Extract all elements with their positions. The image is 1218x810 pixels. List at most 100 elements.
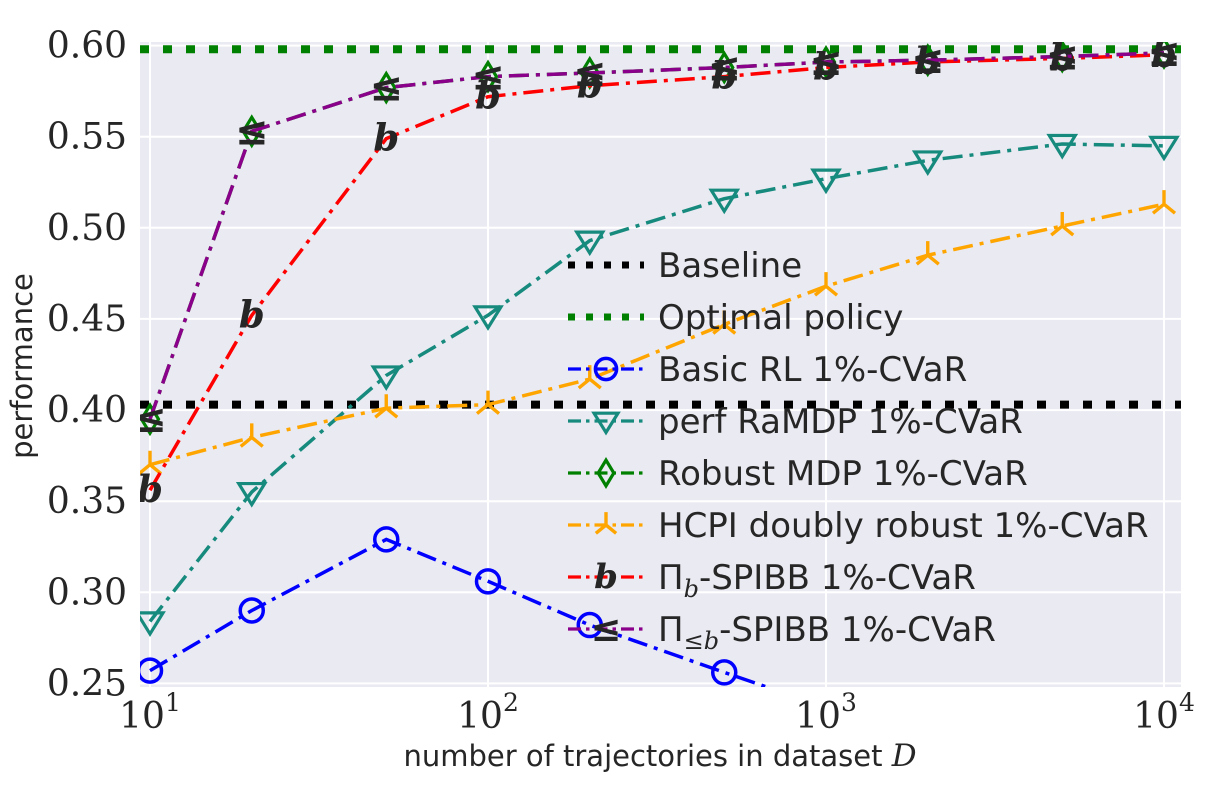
y-tick-label-0.55: 0.55 bbox=[47, 117, 127, 158]
series-perf_ramdp bbox=[140, 133, 1180, 637]
marker-triangle-down-perf_ramdp bbox=[911, 150, 944, 176]
marker-thin-diamond-robust_mdp bbox=[241, 114, 263, 149]
marker-circle-basic_rl bbox=[373, 526, 400, 553]
series-pi_b: b b b b b b b b b b bbox=[137, 32, 1177, 511]
series-basic_rl bbox=[140, 526, 773, 687]
marker-char-pi_b: b bbox=[1049, 35, 1075, 79]
marker-tri-star-hcpi bbox=[374, 394, 399, 419]
marker-tri-star-hcpi bbox=[1050, 212, 1075, 237]
marker-tri-star-hcpi bbox=[140, 450, 163, 476]
marker-triangle-down-perf_ramdp bbox=[810, 168, 842, 195]
legend-entry-hcpi: HCPI doubly robust 1%-CVaR bbox=[568, 506, 1149, 546]
marker-thin-diamond-robust_mdp bbox=[477, 59, 499, 94]
legend-label-hcpi: HCPI doubly robust 1%-CVaR bbox=[658, 506, 1149, 546]
y-axis-label: performance bbox=[5, 273, 39, 459]
marker-tri-star-hcpi bbox=[813, 272, 839, 297]
marker-char-pi_leq_b: ≤ bbox=[707, 45, 741, 91]
y-tick-label-0.60: 0.60 bbox=[47, 26, 127, 67]
series-pi_leq_b: ≤ ≤ ≤ ≤ ≤ ≤ ≤ ≤ ≤ ≤ bbox=[133, 30, 1181, 442]
y-tick-labels: 0.60 0.55 0.50 0.45 0.40 0.35 0.30 0.25 bbox=[47, 26, 127, 705]
gridlines bbox=[140, 42, 1181, 687]
marker-triangle-down-perf_ramdp bbox=[1046, 133, 1079, 160]
marker-circle-basic_rl bbox=[238, 597, 266, 624]
x-tick-label-10e4: 104 bbox=[1133, 688, 1195, 737]
marker-triangle-down-perf_ramdp bbox=[235, 481, 268, 508]
marker-thin-diamond-robust_mdp bbox=[375, 70, 397, 105]
marker-triangle-down-perf_ramdp bbox=[472, 305, 504, 331]
marker-char-pi_leq_b: ≤ bbox=[911, 37, 945, 83]
marker-char-pi_b: b bbox=[373, 116, 399, 160]
series-hcpi bbox=[140, 190, 1177, 476]
x-tick-label-10e1: 101 bbox=[119, 688, 181, 737]
marker-circle-basic_rl bbox=[474, 568, 502, 595]
legend-label-pi_leq_b: Π≤b-SPIBB 1%-CVaR bbox=[658, 610, 996, 655]
marker-thin-diamond-robust_mdp bbox=[917, 43, 939, 78]
line-perf_ramdp bbox=[148, 142, 1165, 623]
marker-char-pi_leq_b: ≤ bbox=[1045, 34, 1079, 80]
legend-label-optimal: Optimal policy bbox=[658, 298, 903, 338]
marker-tri-star-hcpi bbox=[577, 365, 602, 390]
marker-char-pi_leq_b: ≤ bbox=[133, 396, 167, 442]
legend-entry-pi_b: b Πb-SPIBB 1%-CVaR bbox=[568, 557, 976, 603]
marker-thin-diamond-robust_mdp bbox=[596, 457, 616, 489]
marker-thin-diamond-robust_mdp bbox=[140, 402, 161, 437]
line-hcpi bbox=[149, 202, 1165, 467]
marker-thin-diamond-robust_mdp bbox=[1153, 42, 1175, 71]
legend-entry-baseline: Baseline bbox=[568, 246, 802, 286]
legend-entry-perf_ramdp: perf RaMDP 1%-CVaR bbox=[568, 402, 1023, 442]
marker-char-pi_b: b bbox=[239, 292, 265, 336]
x-tick-label-10e2: 102 bbox=[457, 688, 519, 737]
marker-char-pi_b: b bbox=[813, 45, 839, 89]
marker-triangle-down-perf_ramdp bbox=[573, 230, 606, 257]
marker-char-pi_b: b bbox=[915, 39, 941, 83]
marker-triangle-down-perf_ramdp bbox=[370, 365, 403, 391]
marker-tri-star-hcpi bbox=[915, 241, 940, 266]
marker-thin-diamond-robust_mdp bbox=[1051, 42, 1073, 74]
marker-thin-diamond-robust_mdp bbox=[713, 50, 735, 85]
marker-circle-basic_rl bbox=[711, 659, 738, 686]
marker-triangle-down-perf_ramdp bbox=[140, 611, 166, 637]
legend-label-basic_rl: Basic RL 1%-CVaR bbox=[658, 350, 967, 390]
marker-char-pi_leq_b: ≤ bbox=[809, 39, 843, 85]
legend-label-perf_ramdp: perf RaMDP 1%-CVaR bbox=[658, 402, 1023, 442]
marker-tri-star-hcpi bbox=[239, 423, 264, 448]
marker-char-pi_b: b bbox=[475, 74, 501, 118]
line-basic_rl bbox=[149, 537, 773, 687]
y-tick-label-0.40: 0.40 bbox=[47, 390, 127, 431]
marker-char-pi_leq_b: ≤ bbox=[591, 607, 622, 650]
legend-label-baseline: Baseline bbox=[658, 246, 802, 286]
marker-tri-star-hcpi bbox=[712, 310, 737, 335]
marker-tri-star-hcpi bbox=[594, 512, 618, 535]
marker-char-pi_b: b bbox=[1151, 32, 1177, 76]
legend-label-robust_mdp: Robust MDP 1%-CVaR bbox=[658, 454, 1028, 494]
marker-tri-star-hcpi bbox=[475, 390, 501, 415]
legend-entry-pi_leq_b: ≤ Π≤b-SPIBB 1%-CVaR bbox=[568, 607, 996, 655]
marker-triangle-down-perf_ramdp bbox=[1148, 135, 1180, 162]
marker-char-pi_b: b bbox=[137, 467, 163, 511]
marker-triangle-down-perf_ramdp bbox=[708, 188, 741, 215]
marker-circle-basic_rl bbox=[593, 356, 619, 382]
marker-char-pi_leq_b: ≤ bbox=[1147, 30, 1181, 76]
y-tick-label-0.45: 0.45 bbox=[47, 299, 127, 340]
marker-char-pi_leq_b: ≤ bbox=[471, 54, 505, 100]
marker-thin-diamond-robust_mdp bbox=[815, 44, 837, 80]
legend-entry-optimal: Optimal policy bbox=[568, 298, 903, 338]
legend-entry-robust_mdp: Robust MDP 1%-CVaR bbox=[568, 454, 1028, 494]
line-pi_b bbox=[148, 53, 1165, 492]
y-tick-label-0.25: 0.25 bbox=[47, 663, 127, 704]
legend-label-pi_b: Πb-SPIBB 1%-CVaR bbox=[658, 558, 976, 603]
y-tick-label-0.35: 0.35 bbox=[47, 481, 127, 522]
marker-circle-basic_rl bbox=[140, 657, 164, 684]
marker-char-pi_leq_b: ≤ bbox=[235, 108, 269, 154]
x-axis-label: number of trajectories in dataset D bbox=[403, 738, 916, 774]
legend-entry-basic_rl: Basic RL 1%-CVaR bbox=[568, 350, 967, 390]
x-tick-labels: 101 102 103 104 bbox=[119, 688, 1195, 737]
marker-char-pi_leq_b: ≤ bbox=[369, 65, 403, 111]
y-tick-label-0.30: 0.30 bbox=[47, 572, 127, 613]
marker-triangle-down-perf_ramdp bbox=[591, 411, 621, 436]
legend: Baseline Optimal policy Basic RL 1%-CVaR pe… bbox=[568, 246, 1149, 655]
line-pi_leq_b bbox=[148, 51, 1165, 420]
y-tick-label-0.50: 0.50 bbox=[47, 208, 127, 249]
